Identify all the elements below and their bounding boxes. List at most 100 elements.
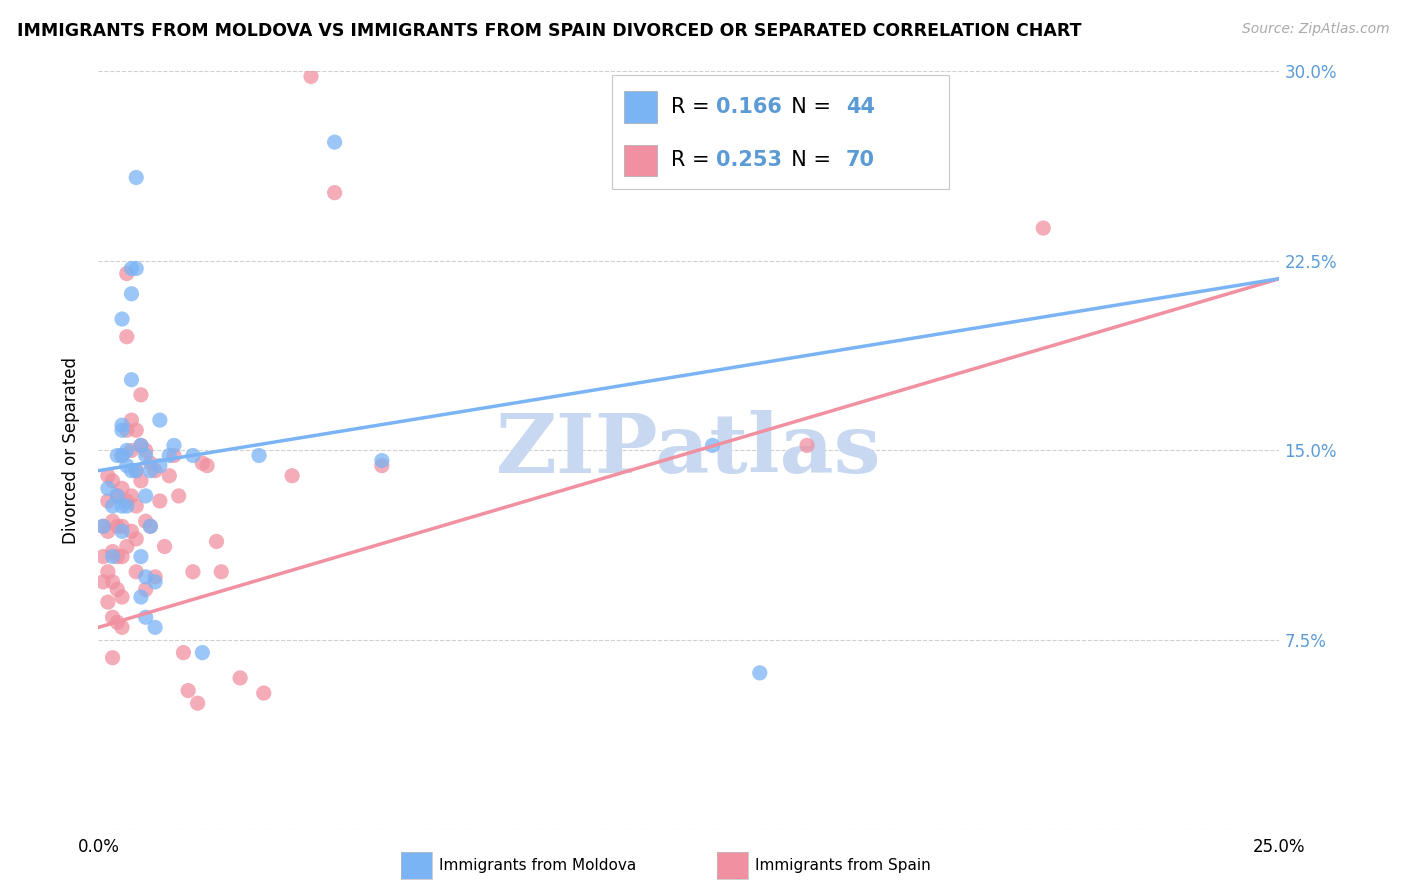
Point — [101, 474, 124, 488]
Point — [115, 540, 138, 554]
FancyBboxPatch shape — [624, 145, 657, 177]
Point — [149, 413, 172, 427]
Point — [135, 443, 157, 458]
Point — [153, 540, 176, 554]
Point — [1032, 221, 1054, 235]
Point — [97, 524, 120, 539]
Point — [97, 494, 120, 508]
Point — [149, 494, 172, 508]
Point — [121, 286, 143, 301]
Point — [163, 438, 186, 452]
Point — [135, 489, 157, 503]
Point — [167, 489, 190, 503]
Text: N =: N = — [778, 151, 837, 170]
Point — [105, 582, 128, 597]
Text: 44: 44 — [846, 97, 875, 117]
Text: R =: R = — [671, 151, 717, 170]
Point — [111, 423, 134, 437]
Point — [111, 519, 134, 533]
Point — [172, 646, 194, 660]
Point — [129, 388, 152, 402]
Point — [323, 135, 346, 149]
Point — [181, 565, 204, 579]
Point — [105, 489, 128, 503]
Point — [91, 549, 114, 564]
Text: IMMIGRANTS FROM MOLDOVA VS IMMIGRANTS FROM SPAIN DIVORCED OR SEPARATED CORRELATI: IMMIGRANTS FROM MOLDOVA VS IMMIGRANTS FR… — [17, 22, 1081, 40]
Point — [177, 683, 200, 698]
Point — [253, 686, 276, 700]
Point — [97, 565, 120, 579]
Point — [796, 438, 818, 452]
Text: 70: 70 — [846, 151, 875, 170]
Point — [143, 620, 166, 634]
Point — [139, 456, 162, 470]
Point — [157, 468, 180, 483]
Point — [163, 449, 186, 463]
Point — [125, 261, 148, 276]
Point — [125, 499, 148, 513]
Point — [105, 489, 128, 503]
Text: 0.253: 0.253 — [716, 151, 782, 170]
Point — [143, 464, 166, 478]
Point — [115, 494, 138, 508]
Point — [101, 574, 124, 589]
Point — [129, 549, 152, 564]
Point — [91, 574, 114, 589]
Point — [111, 590, 134, 604]
Point — [129, 474, 152, 488]
Point — [121, 443, 143, 458]
Point — [323, 186, 346, 200]
Point — [111, 312, 134, 326]
Point — [111, 418, 134, 433]
Point — [135, 449, 157, 463]
Point — [121, 413, 143, 427]
Point — [111, 524, 134, 539]
Point — [121, 524, 143, 539]
Point — [191, 646, 214, 660]
Point — [129, 438, 152, 452]
Point — [195, 458, 218, 473]
Text: Source: ZipAtlas.com: Source: ZipAtlas.com — [1241, 22, 1389, 37]
Point — [143, 574, 166, 589]
Point — [205, 534, 228, 549]
Point — [129, 590, 152, 604]
FancyBboxPatch shape — [624, 91, 657, 123]
Text: R =: R = — [671, 97, 717, 117]
Point — [115, 330, 138, 344]
Point — [101, 544, 124, 558]
Point — [139, 519, 162, 533]
Point — [149, 458, 172, 473]
Point — [157, 449, 180, 463]
Point — [105, 449, 128, 463]
Point — [101, 549, 124, 564]
Point — [121, 261, 143, 276]
Point — [97, 482, 120, 496]
Point — [115, 423, 138, 437]
Point — [247, 449, 270, 463]
Point — [125, 532, 148, 546]
Point — [115, 267, 138, 281]
Point — [135, 610, 157, 624]
Point — [111, 620, 134, 634]
Point — [299, 70, 322, 84]
Point — [143, 570, 166, 584]
Text: Immigrants from Spain: Immigrants from Spain — [755, 858, 931, 872]
Point — [135, 514, 157, 528]
Point — [101, 650, 124, 665]
Point — [139, 519, 162, 533]
Point — [111, 449, 134, 463]
Point — [139, 464, 162, 478]
Point — [191, 456, 214, 470]
Point — [209, 565, 232, 579]
Text: ZIPatlas: ZIPatlas — [496, 410, 882, 491]
Point — [121, 489, 143, 503]
Point — [111, 549, 134, 564]
Point — [125, 170, 148, 185]
Point — [115, 443, 138, 458]
Point — [371, 453, 394, 467]
Point — [105, 519, 128, 533]
Point — [371, 458, 394, 473]
Point — [748, 665, 770, 680]
Point — [105, 615, 128, 630]
Point — [115, 499, 138, 513]
